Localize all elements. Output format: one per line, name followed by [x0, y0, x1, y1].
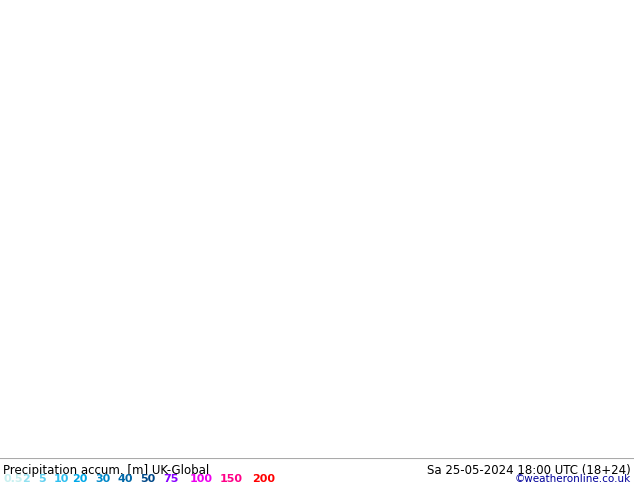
- Text: 200: 200: [252, 474, 275, 484]
- Text: 30: 30: [95, 474, 110, 484]
- Text: 50: 50: [140, 474, 155, 484]
- Text: 100: 100: [190, 474, 213, 484]
- Text: 5: 5: [38, 474, 46, 484]
- Text: 75: 75: [163, 474, 178, 484]
- Text: 150: 150: [220, 474, 243, 484]
- Text: 10: 10: [54, 474, 69, 484]
- Text: 20: 20: [72, 474, 87, 484]
- Text: 2: 2: [22, 474, 30, 484]
- Text: 0.5: 0.5: [3, 474, 22, 484]
- Text: ©weatheronline.co.uk: ©weatheronline.co.uk: [515, 474, 631, 484]
- Text: 40: 40: [118, 474, 134, 484]
- Text: Sa 25-05-2024 18:00 UTC (18+24): Sa 25-05-2024 18:00 UTC (18+24): [427, 464, 631, 477]
- Text: Precipitation accum. [m] UK-Global: Precipitation accum. [m] UK-Global: [3, 464, 209, 477]
